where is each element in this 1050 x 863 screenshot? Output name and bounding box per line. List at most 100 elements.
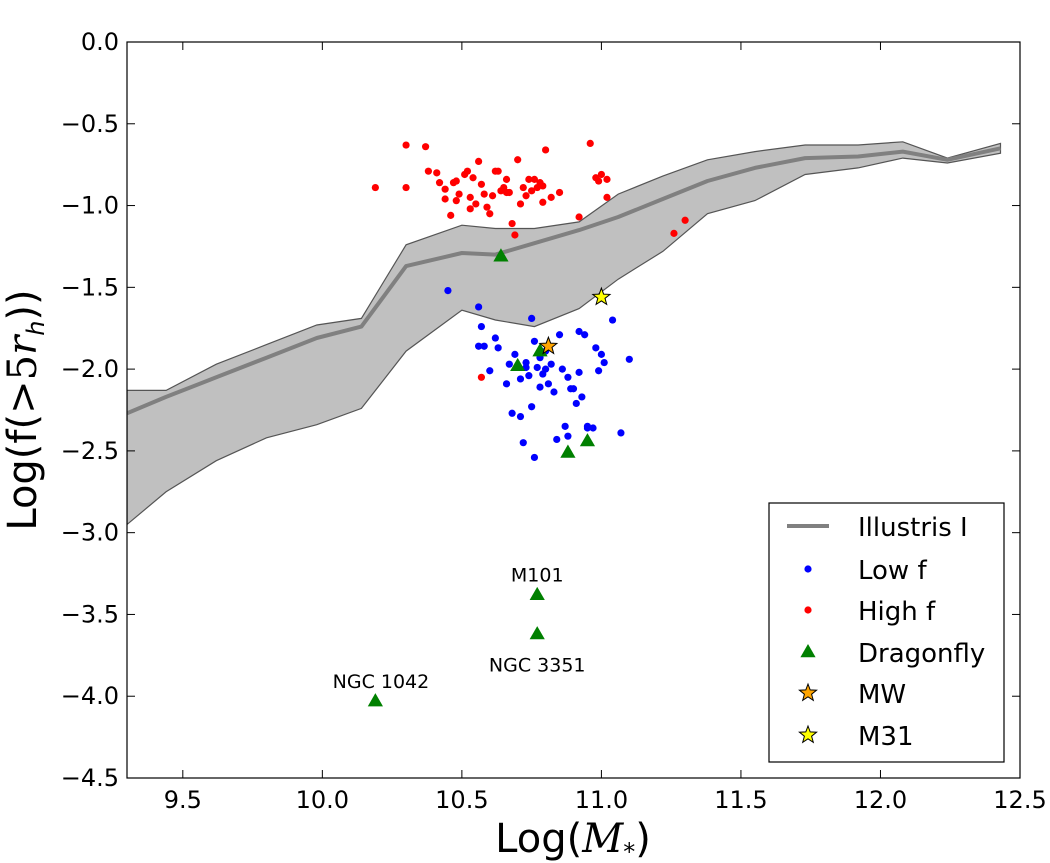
annotation-label: NGC 1042: [333, 671, 430, 693]
low-f-point: [597, 350, 606, 358]
dragonfly-point: [529, 626, 545, 640]
high-f-point: [508, 219, 516, 228]
low-f-point: [564, 373, 572, 381]
high-f-point: [402, 141, 410, 149]
high-f-point: [603, 193, 611, 201]
low-f-point: [486, 367, 494, 375]
high-f-point: [480, 190, 488, 198]
high-f-point: [469, 174, 477, 182]
legend-high-f-swatch: [804, 606, 812, 614]
low-f-point: [494, 344, 502, 352]
high-f-point: [603, 175, 611, 183]
annotation-label: M101: [511, 565, 564, 587]
legend-label: MW: [858, 680, 906, 710]
y-tick-label: −2.5: [61, 437, 119, 465]
low-f-point: [491, 334, 499, 342]
x-tick-label: 10.5: [435, 786, 488, 814]
legend-box: [768, 502, 1005, 763]
y-tick-label: −2.0: [61, 355, 119, 383]
low-f-point: [564, 432, 572, 440]
y-tick-label: −4.5: [61, 764, 119, 792]
y-tick-label: −1.0: [61, 192, 119, 220]
low-f-point: [516, 375, 525, 383]
high-f-point: [488, 192, 497, 200]
low-f-point: [558, 365, 566, 373]
high-f-point: [528, 187, 536, 195]
x-tick-label: 9.5: [164, 786, 202, 814]
low-f-point: [608, 316, 617, 324]
high-f-point: [441, 185, 449, 193]
legend-label: Illustris I: [858, 513, 968, 543]
low-f-point: [444, 287, 452, 295]
legend-label: Dragonfly: [858, 639, 985, 669]
low-f-point: [625, 355, 633, 363]
x-tick-label: 10.0: [296, 786, 349, 814]
low-f-point: [617, 429, 625, 437]
low-f-point: [578, 393, 586, 401]
high-f-point: [530, 175, 539, 183]
low-f-point: [511, 350, 519, 358]
low-f-point: [530, 453, 539, 462]
high-f-point: [597, 170, 606, 179]
high-f-point: [455, 190, 463, 198]
high-f-point: [670, 229, 678, 237]
x-tick-label: 11.5: [714, 786, 767, 814]
low-f-point: [528, 314, 536, 323]
high-f-point: [505, 188, 513, 197]
legend: Illustris I Low f High f Dragonfly MW M31: [768, 502, 1005, 763]
low-f-point: [595, 367, 603, 375]
legend-dragonfly-swatch: [800, 644, 816, 658]
low-f-point: [516, 412, 525, 421]
y-tick-label: −3.0: [61, 519, 119, 547]
high-f-point: [441, 195, 449, 203]
mw-star: [538, 335, 559, 355]
legend-mw-swatch: [798, 682, 818, 702]
low-f-point: [475, 303, 483, 311]
legend-m31-swatch: [798, 724, 818, 744]
low-f-point: [561, 422, 569, 430]
low-f-point: [480, 342, 488, 350]
high-f-point: [466, 205, 474, 213]
y-tick-label: 0.0: [81, 28, 119, 56]
dragonfly-point: [367, 693, 383, 707]
x-tick-label: 12.0: [854, 786, 907, 814]
low-f-point: [567, 385, 575, 393]
high-f-point: [555, 188, 564, 197]
low-f-point: [530, 337, 539, 345]
dragonfly-point: [529, 586, 545, 601]
low-f-point: [533, 363, 541, 372]
x-tick-label: 12.5: [993, 786, 1046, 814]
low-f-point: [475, 342, 483, 350]
x-axis-title: Log(M*): [495, 816, 651, 863]
high-f-point: [463, 167, 472, 175]
high-f-point: [433, 169, 441, 177]
low-f-point: [536, 383, 544, 391]
low-f-point: [550, 388, 558, 396]
low-f-point: [505, 360, 513, 368]
legend-label: High f: [858, 597, 936, 627]
plot-area: [127, 139, 1002, 707]
legend-low-f-swatch: [804, 565, 812, 573]
y-tick-label: −4.0: [61, 682, 119, 710]
annotation-label: NGC 3351: [489, 655, 586, 677]
high-f-point: [466, 193, 474, 201]
y-tick-label: −1.5: [61, 273, 119, 301]
high-f-point: [547, 193, 555, 201]
low-f-point: [544, 380, 552, 388]
high-f-point: [486, 210, 494, 218]
high-f-point: [586, 139, 594, 148]
low-f-point: [575, 368, 583, 376]
low-f-point: [553, 435, 561, 444]
low-f-point: [528, 403, 536, 411]
point-annotations: M101 NGC 3351 NGC 1042: [333, 565, 586, 693]
low-f-point: [525, 372, 533, 380]
low-f-point: [508, 409, 516, 417]
high-f-point: [421, 143, 430, 151]
low-f-point: [555, 331, 564, 339]
legend-label: M31: [858, 722, 914, 752]
plot-layer: [127, 139, 1002, 707]
low-f-point: [502, 380, 511, 388]
y-axis-title: Log(f(>5rh)): [0, 289, 50, 530]
dragonfly-point: [560, 444, 576, 458]
legend-label: Low f: [858, 556, 927, 586]
